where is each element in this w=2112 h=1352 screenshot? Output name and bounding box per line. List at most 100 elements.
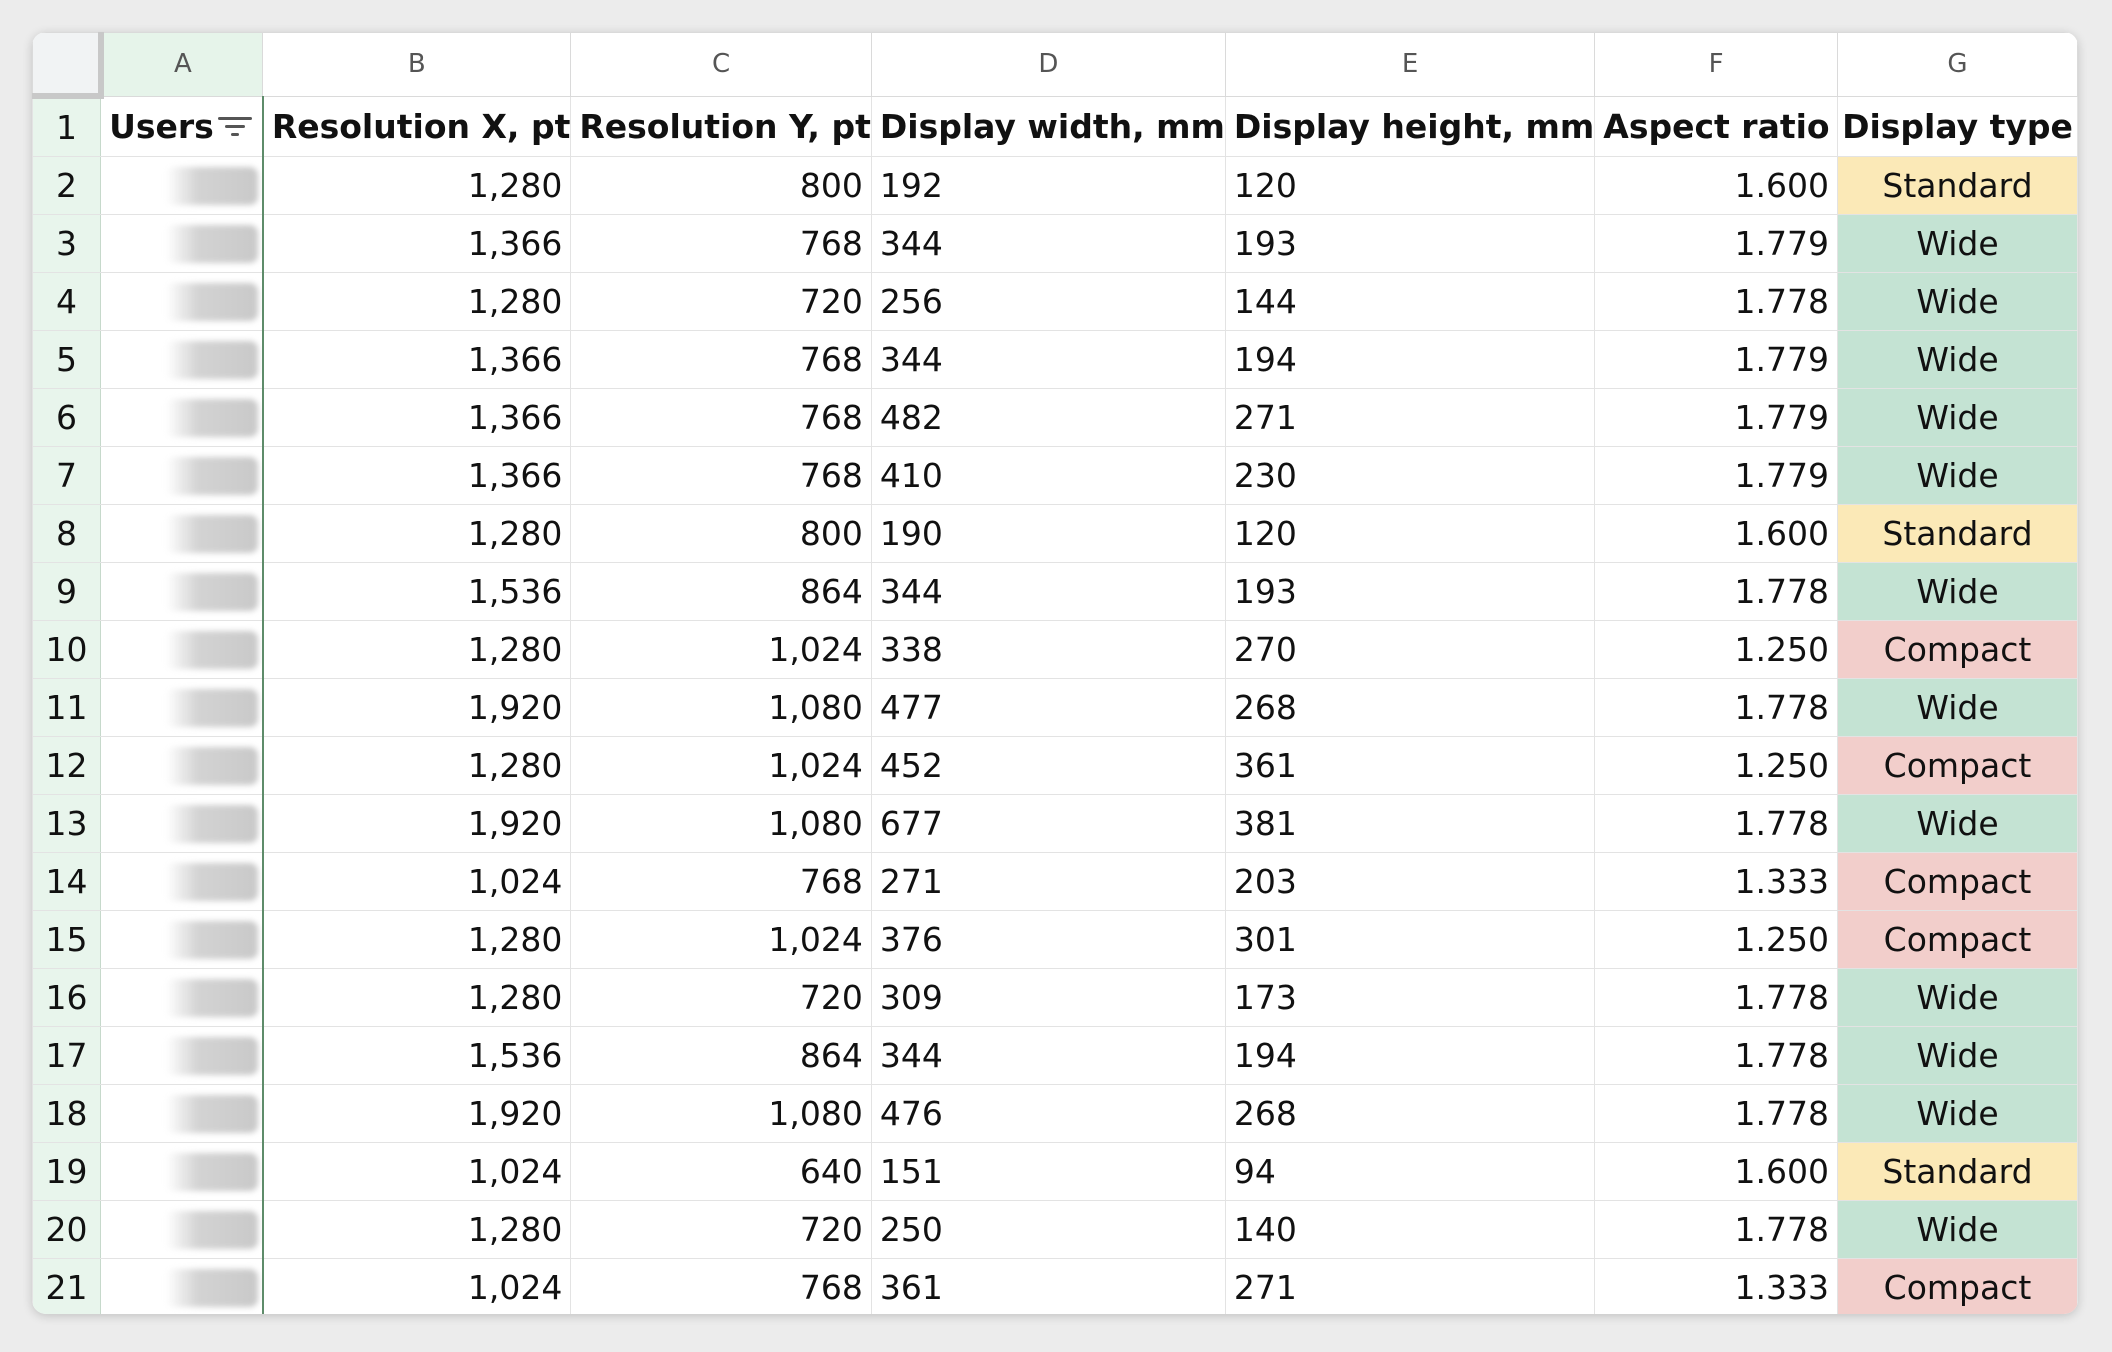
column-header-a[interactable]: A: [100, 32, 264, 97]
cell-display-type[interactable]: Wide: [1836, 562, 2078, 621]
cell-resolution-y[interactable]: 864: [570, 1026, 872, 1085]
cell-resolution-x[interactable]: 1,280: [262, 1200, 572, 1259]
column-header-b[interactable]: B: [262, 32, 572, 97]
column-header-d[interactable]: D: [870, 32, 1226, 97]
cell-display-height[interactable]: 94: [1224, 1142, 1596, 1201]
cell-display-width[interactable]: 338: [870, 620, 1226, 679]
cell-user-redacted[interactable]: [100, 1026, 264, 1085]
row-number[interactable]: 1: [32, 95, 102, 157]
cell-display-height[interactable]: 140: [1224, 1200, 1596, 1259]
cell-display-height[interactable]: 193: [1224, 562, 1596, 621]
cell-display-width-header[interactable]: Display width, mm: [870, 95, 1226, 157]
cell-resolution-x[interactable]: 1,280: [262, 272, 572, 331]
cell-resolution-y[interactable]: 1,080: [570, 1084, 872, 1143]
cell-resolution-y[interactable]: 864: [570, 562, 872, 621]
cell-display-height[interactable]: 301: [1224, 910, 1596, 969]
cell-resolution-x[interactable]: 1,280: [262, 620, 572, 679]
cell-display-type[interactable]: Wide: [1836, 678, 2078, 737]
cell-user-redacted[interactable]: [100, 678, 264, 737]
cell-display-width[interactable]: 344: [870, 1026, 1226, 1085]
cell-display-width[interactable]: 477: [870, 678, 1226, 737]
cell-resolution-y[interactable]: 720: [570, 968, 872, 1027]
cell-resolution-y[interactable]: 768: [570, 852, 872, 911]
cell-resolution-y[interactable]: 768: [570, 446, 872, 505]
row-number[interactable]: 4: [32, 272, 102, 331]
cell-resolution-y[interactable]: 800: [570, 504, 872, 563]
column-header-e[interactable]: E: [1224, 32, 1596, 97]
cell-aspect-ratio[interactable]: 1.778: [1594, 1200, 1838, 1259]
cell-resolution-x[interactable]: 1,920: [262, 678, 572, 737]
cell-display-type[interactable]: Wide: [1836, 794, 2078, 853]
cell-display-width[interactable]: 151: [870, 1142, 1226, 1201]
row-number[interactable]: 6: [32, 388, 102, 447]
cell-resolution-x[interactable]: 1,280: [262, 910, 572, 969]
cell-display-type[interactable]: Wide: [1836, 214, 2078, 273]
column-header-c[interactable]: C: [570, 32, 872, 97]
cell-display-type[interactable]: Wide: [1836, 388, 2078, 447]
cell-display-height[interactable]: 381: [1224, 794, 1596, 853]
cell-display-height[interactable]: 120: [1224, 504, 1596, 563]
cell-resolution-y[interactable]: 768: [570, 330, 872, 389]
cell-display-type[interactable]: Compact: [1836, 852, 2078, 911]
cell-resolution-x-header[interactable]: Resolution X, pt: [262, 95, 572, 157]
cell-resolution-y[interactable]: 800: [570, 156, 872, 215]
cell-resolution-x[interactable]: 1,024: [262, 1258, 572, 1314]
cell-display-type[interactable]: Wide: [1836, 1026, 2078, 1085]
cell-resolution-y[interactable]: 1,024: [570, 910, 872, 969]
row-number[interactable]: 21: [32, 1258, 102, 1314]
cell-user-redacted[interactable]: [100, 388, 264, 447]
cell-resolution-y[interactable]: 720: [570, 272, 872, 331]
cell-resolution-x[interactable]: 1,366: [262, 330, 572, 389]
cell-resolution-x[interactable]: 1,280: [262, 736, 572, 795]
cell-display-height[interactable]: 271: [1224, 1258, 1596, 1314]
cell-aspect-ratio[interactable]: 1.778: [1594, 794, 1838, 853]
cell-display-type[interactable]: Wide: [1836, 968, 2078, 1027]
cell-resolution-y[interactable]: 1,080: [570, 794, 872, 853]
cell-display-type[interactable]: Wide: [1836, 1084, 2078, 1143]
cell-user-redacted[interactable]: [100, 852, 264, 911]
cell-display-width[interactable]: 344: [870, 330, 1226, 389]
cell-display-height[interactable]: 361: [1224, 736, 1596, 795]
cell-display-height[interactable]: 173: [1224, 968, 1596, 1027]
cell-display-type[interactable]: Compact: [1836, 736, 2078, 795]
cell-user-redacted[interactable]: [100, 736, 264, 795]
cell-user-redacted[interactable]: [100, 446, 264, 505]
select-all-corner[interactable]: [32, 32, 104, 99]
cell-user-redacted[interactable]: [100, 794, 264, 853]
cell-display-width[interactable]: 309: [870, 968, 1226, 1027]
cell-user-redacted[interactable]: [100, 504, 264, 563]
cell-display-type[interactable]: Wide: [1836, 1200, 2078, 1259]
cell-display-width[interactable]: 410: [870, 446, 1226, 505]
cell-user-redacted[interactable]: [100, 968, 264, 1027]
cell-aspect-ratio[interactable]: 1.600: [1594, 1142, 1838, 1201]
column-header-g[interactable]: G: [1836, 32, 2078, 97]
cell-display-width[interactable]: 190: [870, 504, 1226, 563]
cell-aspect-ratio[interactable]: 1.778: [1594, 968, 1838, 1027]
cell-display-type[interactable]: Wide: [1836, 446, 2078, 505]
cell-display-height[interactable]: 271: [1224, 388, 1596, 447]
cell-user-redacted[interactable]: [100, 214, 264, 273]
cell-aspect-ratio[interactable]: 1.778: [1594, 562, 1838, 621]
row-number[interactable]: 15: [32, 910, 102, 969]
cell-resolution-y[interactable]: 1,024: [570, 620, 872, 679]
cell-display-type[interactable]: Wide: [1836, 330, 2078, 389]
cell-user-redacted[interactable]: [100, 1142, 264, 1201]
row-number[interactable]: 14: [32, 852, 102, 911]
cell-aspect-ratio[interactable]: 1.779: [1594, 330, 1838, 389]
cell-aspect-ratio[interactable]: 1.778: [1594, 678, 1838, 737]
cell-display-height[interactable]: 193: [1224, 214, 1596, 273]
cell-resolution-x[interactable]: 1,920: [262, 794, 572, 853]
cell-aspect-ratio[interactable]: 1.778: [1594, 1026, 1838, 1085]
cell-display-height[interactable]: 120: [1224, 156, 1596, 215]
column-header-f[interactable]: F: [1594, 32, 1838, 97]
cell-resolution-y[interactable]: 1,024: [570, 736, 872, 795]
cell-display-width[interactable]: 271: [870, 852, 1226, 911]
cell-display-height[interactable]: 230: [1224, 446, 1596, 505]
cell-display-type[interactable]: Standard: [1836, 504, 2078, 563]
cell-display-width[interactable]: 344: [870, 562, 1226, 621]
cell-aspect-ratio[interactable]: 1.600: [1594, 156, 1838, 215]
cell-display-width[interactable]: 482: [870, 388, 1226, 447]
cell-aspect-ratio-header[interactable]: Aspect ratio: [1594, 95, 1838, 157]
cell-resolution-y[interactable]: 1,080: [570, 678, 872, 737]
cell-resolution-y[interactable]: 640: [570, 1142, 872, 1201]
